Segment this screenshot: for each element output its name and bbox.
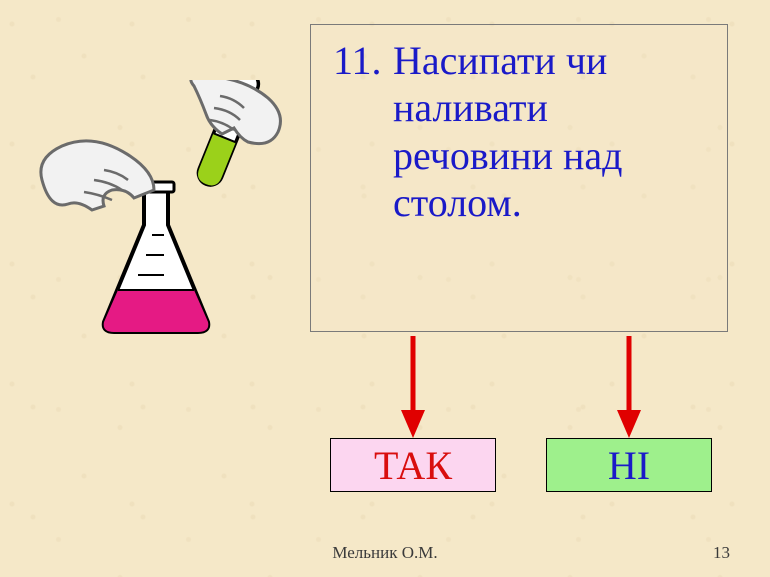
question-text: 11. Насипати чи наливати речовини над ст… [333,37,713,226]
flask-hands-icon [34,80,294,340]
answer-yes-label: ТАК [374,442,452,489]
answer-no-button[interactable]: НІ [546,438,712,492]
question-body: Насипати чи наливати речовини над столом… [333,37,713,226]
answer-no-label: НІ [608,442,650,489]
footer-page-number: 13 [713,543,730,563]
arrow-to-no [614,336,644,438]
arrow-to-yes [398,336,428,438]
answer-yes-button[interactable]: ТАК [330,438,496,492]
question-box: 11. Насипати чи наливати речовини над ст… [310,24,728,332]
chemistry-illustration [34,80,294,340]
footer-author: Мельник О.М. [0,543,770,563]
question-number: 11. [333,38,382,83]
